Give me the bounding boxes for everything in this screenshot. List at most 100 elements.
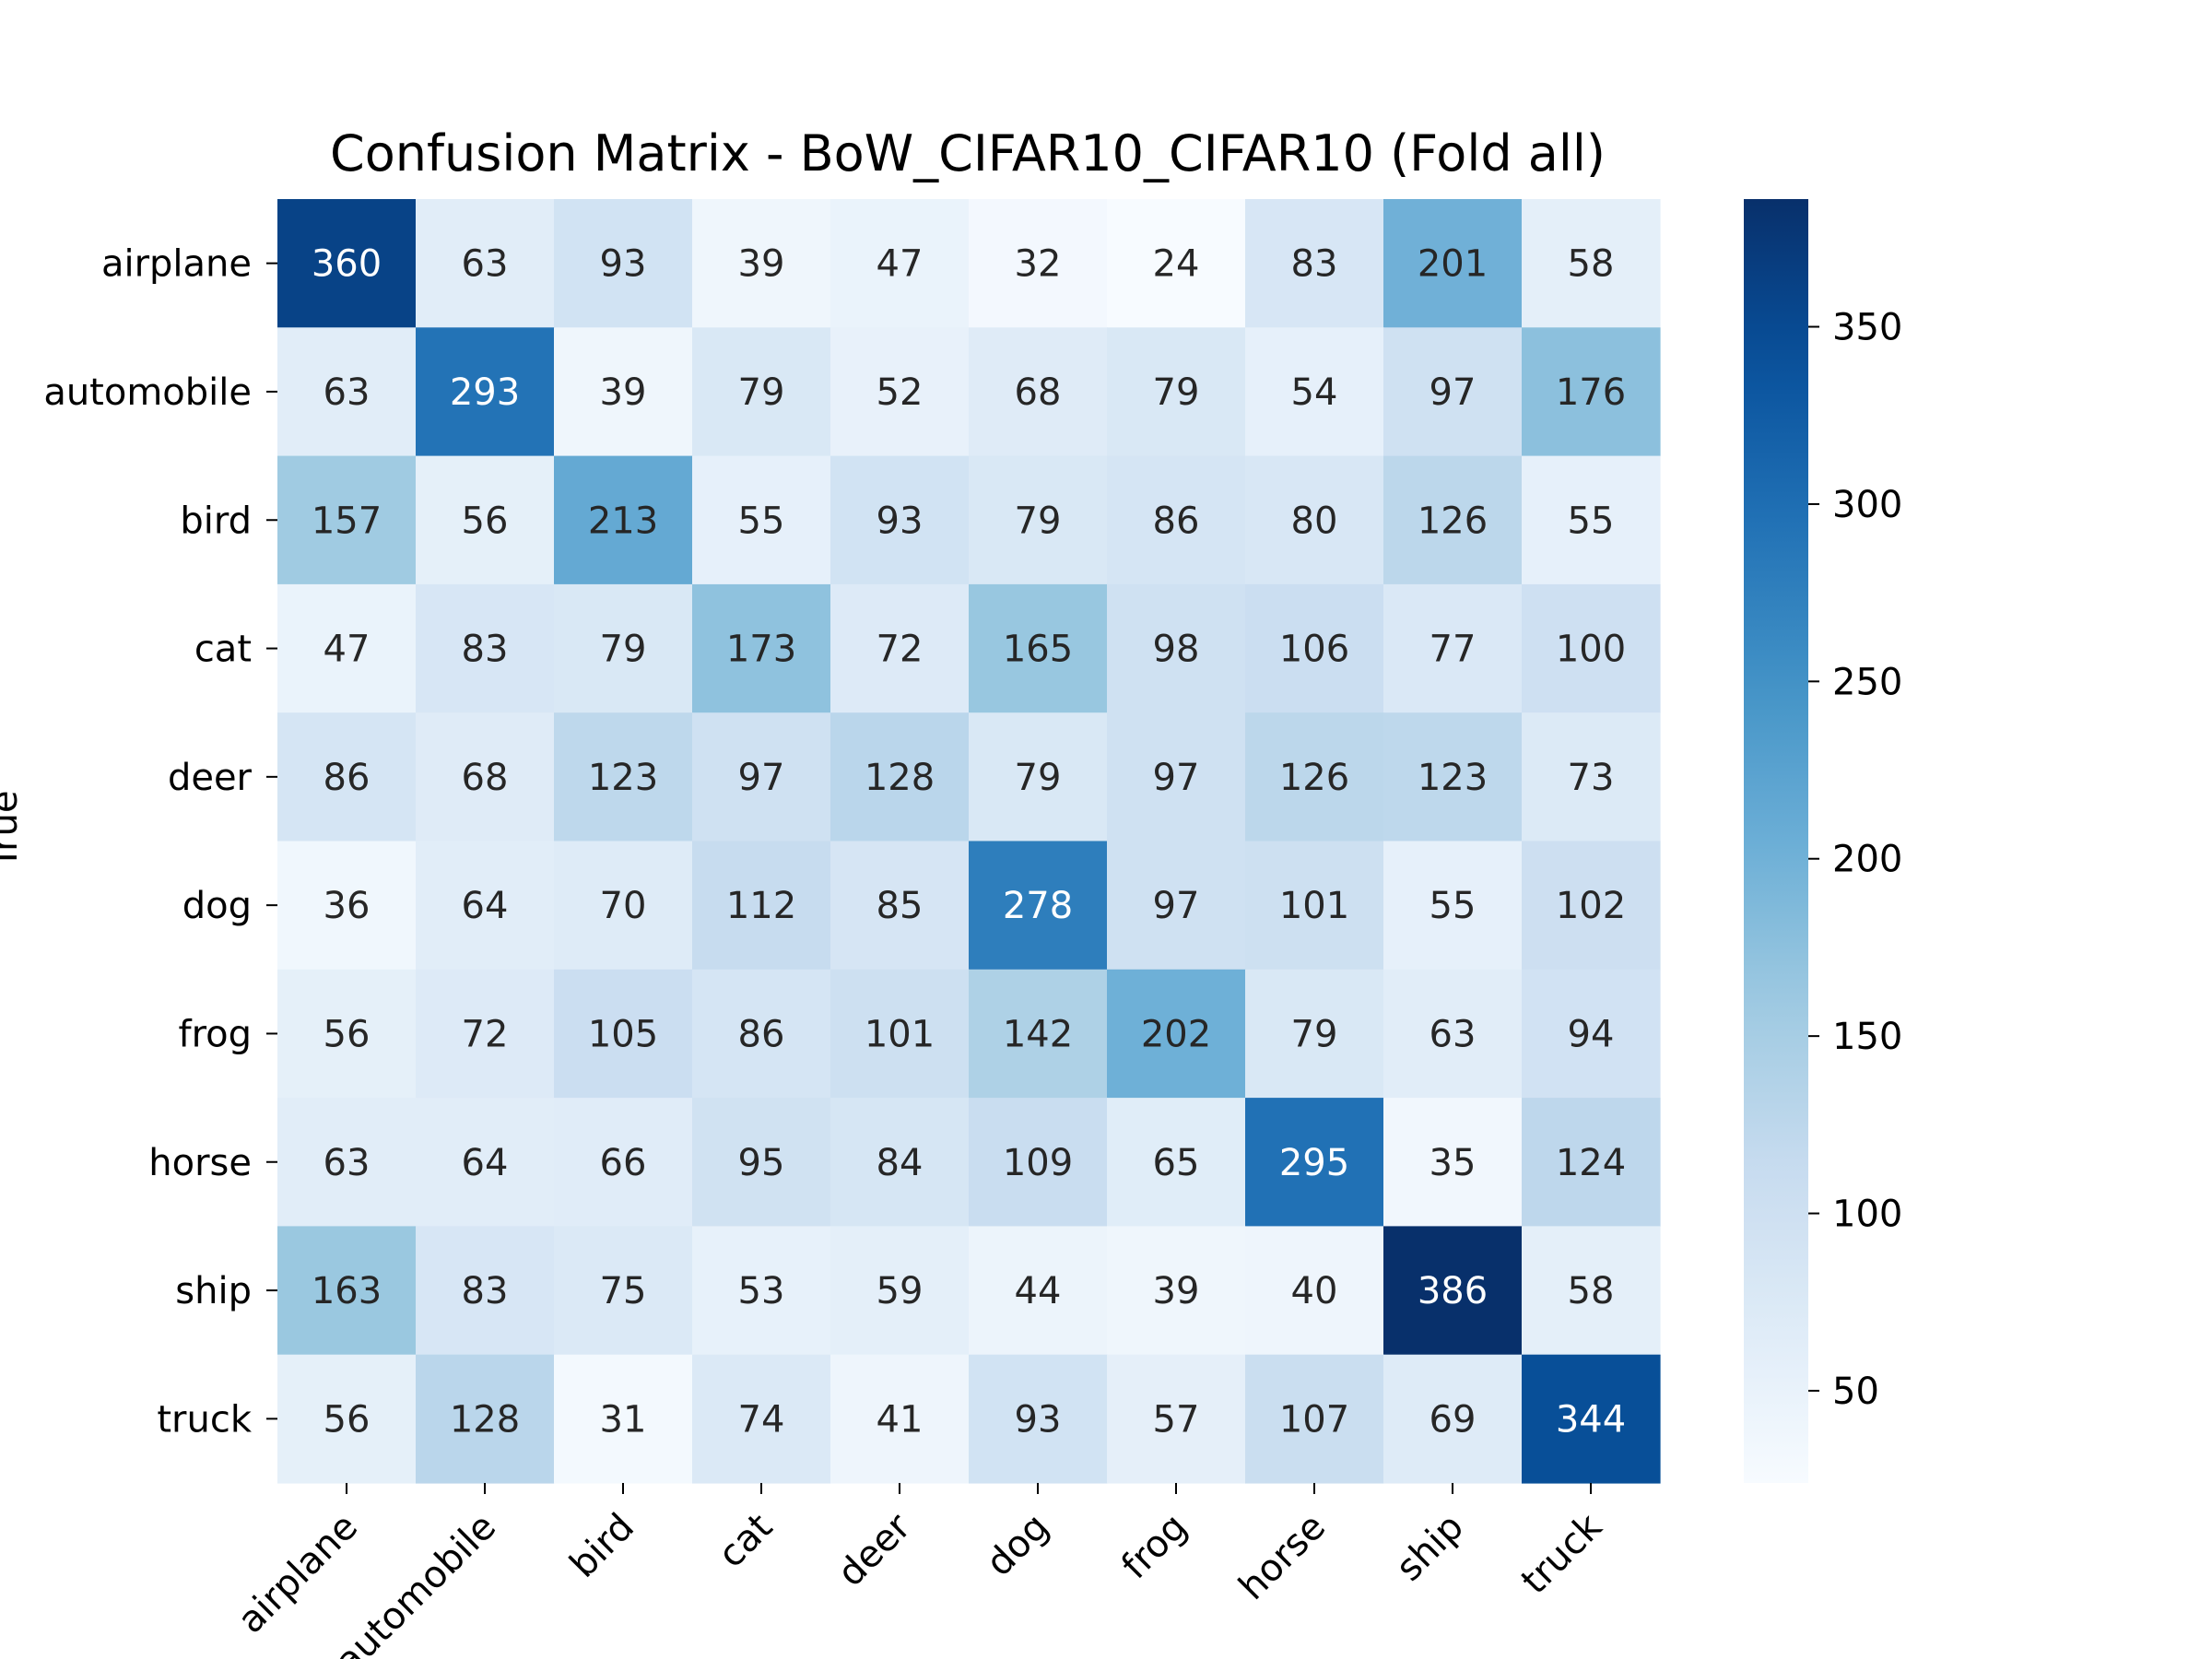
cell-value-label-r5-c6: 97 (1153, 885, 1200, 927)
cell-value-label-r1-c0: 63 (324, 371, 371, 414)
heatmap-cell-r4-c7 (1245, 712, 1384, 842)
heatmap-cell-r7-c1 (416, 1098, 555, 1227)
cell-value-label-r4-c5: 79 (1015, 757, 1062, 799)
cell-value-label-r2-c3: 55 (738, 500, 785, 542)
heatmap-cell-r0-c3 (692, 199, 831, 328)
cell-value-label-r6-c1: 72 (462, 1013, 509, 1055)
cell-value-label-r1-c8: 97 (1430, 371, 1477, 414)
cell-value-label-r3-c8: 77 (1430, 629, 1477, 671)
colorbar: 50 100 150 200 250 300 350 (1744, 199, 1902, 1483)
cell-value-label-r5-c8: 55 (1430, 885, 1477, 927)
cell-value-label-r1-c4: 52 (877, 371, 924, 414)
x-tick-label-truck: truck (1513, 1505, 1611, 1603)
cell-value-label-r5-c3: 112 (726, 885, 796, 927)
cell-value-label-r7-c0: 63 (324, 1142, 371, 1184)
heatmap-cell-r8-c3 (692, 1226, 831, 1356)
x-tick-label-frog: frog (1113, 1506, 1195, 1588)
cell-value-label-r8-c8: 386 (1418, 1270, 1488, 1312)
cell-value-label-r0-c3: 39 (738, 243, 785, 286)
cell-value-label-r9-c5: 93 (1015, 1398, 1062, 1441)
x-tick-label-deer: deer (830, 1505, 919, 1594)
heatmap-cell-r2-c0 (277, 455, 417, 585)
heatmap-cell-r7-c2 (554, 1098, 693, 1227)
cell-value-label-r4-c4: 128 (865, 757, 935, 799)
cell-value-label-r2-c7: 80 (1291, 500, 1338, 542)
x-tick-label-airplane: airplane (229, 1506, 366, 1642)
colorbar-tick-label-100: 100 (1832, 1194, 1902, 1236)
cell-value-label-r3-c0: 47 (324, 629, 371, 671)
cell-value-label-r2-c9: 55 (1568, 500, 1615, 542)
cell-value-label-r3-c7: 106 (1279, 629, 1349, 671)
heatmap-cell-r2-c7 (1245, 455, 1384, 585)
heatmap-cell-r9-c7 (1245, 1354, 1384, 1484)
cell-value-label-r2-c1: 56 (462, 500, 509, 542)
cell-value-label-r0-c6: 24 (1153, 243, 1200, 286)
cell-value-label-r9-c0: 56 (324, 1398, 371, 1441)
heatmap-cell-r4-c6 (1107, 712, 1246, 842)
cell-value-label-r7-c2: 66 (600, 1142, 647, 1184)
heatmap-cell-r1-c8 (1383, 327, 1523, 457)
cell-value-label-r1-c5: 68 (1015, 371, 1062, 414)
cell-value-label-r4-c0: 86 (324, 757, 371, 799)
cell-value-label-r8-c9: 58 (1568, 1270, 1615, 1312)
heatmap-cell-r6-c6 (1107, 969, 1246, 1099)
cell-value-label-r7-c7: 295 (1279, 1142, 1349, 1184)
heatmap-cell-r1-c5 (969, 327, 1108, 457)
colorbar-tick-label-150: 150 (1832, 1016, 1902, 1058)
heatmap-cell-r1-c7 (1245, 327, 1384, 457)
cell-value-label-r8-c4: 59 (877, 1270, 924, 1312)
cell-value-label-r9-c7: 107 (1279, 1398, 1349, 1441)
cell-value-label-r5-c0: 36 (324, 885, 371, 927)
heatmap-cell-r9-c8 (1383, 1354, 1523, 1484)
cell-value-label-r9-c8: 69 (1430, 1398, 1477, 1441)
heatmap-cell-r1-c0 (277, 327, 417, 457)
colorbar-tick-label-300: 300 (1832, 484, 1902, 526)
cell-value-label-r8-c3: 53 (738, 1270, 785, 1312)
heatmap-cell-r5-c8 (1383, 841, 1523, 971)
heatmap-cell-r7-c7 (1245, 1098, 1384, 1227)
cell-value-label-r4-c3: 97 (738, 757, 785, 799)
cell-value-label-r8-c5: 44 (1015, 1270, 1062, 1312)
heatmap-cell-r9-c9 (1522, 1354, 1661, 1484)
heatmap-cell-r1-c2 (554, 327, 693, 457)
heatmap-cell-r0-c9 (1522, 199, 1661, 328)
cell-value-label-r7-c8: 35 (1430, 1142, 1477, 1184)
cell-value-label-r2-c6: 86 (1153, 500, 1200, 542)
heatmap-cell-r9-c6 (1107, 1354, 1246, 1484)
heatmap-cell-r2-c4 (830, 455, 970, 585)
heatmap-cell-r6-c4 (830, 969, 970, 1099)
heatmap-cell-r2-c5 (969, 455, 1108, 585)
heatmap-cell-r7-c9 (1522, 1098, 1661, 1227)
cell-value-label-r7-c1: 64 (462, 1142, 509, 1184)
cell-value-label-r4-c8: 123 (1418, 757, 1488, 799)
cell-value-label-r6-c2: 105 (588, 1013, 658, 1055)
heatmap-cell-r2-c6 (1107, 455, 1246, 585)
heatmap-cell-r1-c9 (1522, 327, 1661, 457)
cell-value-label-r4-c1: 68 (462, 757, 509, 799)
y-tick-label-dog: dog (182, 885, 252, 927)
cell-value-label-r6-c3: 86 (738, 1013, 785, 1055)
heatmap-cell-r6-c9 (1522, 969, 1661, 1099)
cell-value-label-r8-c1: 83 (462, 1270, 509, 1312)
cell-value-label-r4-c7: 126 (1279, 757, 1349, 799)
heatmap-cell-r5-c2 (554, 841, 693, 971)
cell-value-label-r9-c4: 41 (877, 1398, 924, 1441)
cell-value-label-r9-c2: 31 (600, 1398, 647, 1441)
cell-value-label-r3-c6: 98 (1153, 629, 1200, 671)
cell-value-label-r1-c3: 79 (738, 371, 785, 414)
heatmap-cell-r6-c1 (416, 969, 555, 1099)
cell-value-label-r1-c1: 293 (450, 371, 520, 414)
heatmap-cell-r2-c9 (1522, 455, 1661, 585)
heatmap-cell-r0-c8 (1383, 199, 1523, 328)
heatmap-cell-r6-c7 (1245, 969, 1384, 1099)
colorbar-gradient (1744, 199, 1808, 1483)
heatmap-cell-r5-c7 (1245, 841, 1384, 971)
cell-value-label-r9-c6: 57 (1153, 1398, 1200, 1441)
heatmap-cell-r9-c1 (416, 1354, 555, 1484)
cell-value-label-r6-c5: 142 (1003, 1013, 1073, 1055)
cell-value-label-r6-c7: 79 (1291, 1013, 1338, 1055)
heatmap-cell-r5-c6 (1107, 841, 1246, 971)
heatmap-cell-r4-c9 (1522, 712, 1661, 842)
heatmap-cell-r1-c1 (416, 327, 555, 457)
